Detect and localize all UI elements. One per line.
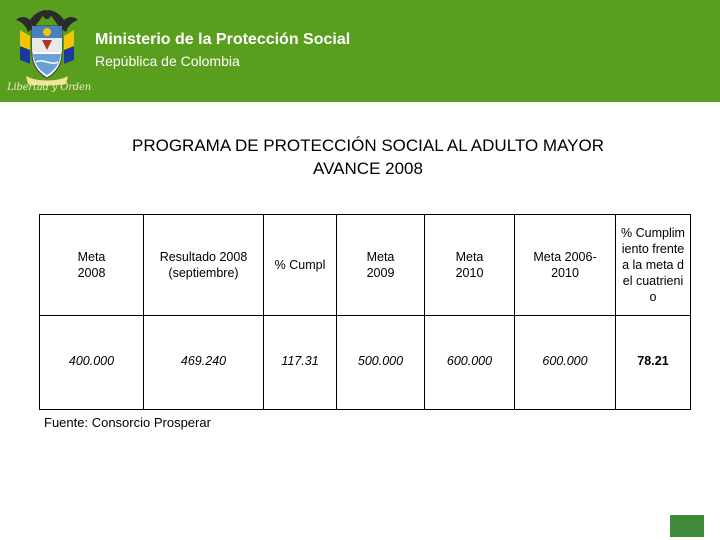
slide-title-line-1: PROGRAMA DE PROTECCIÓN SOCIAL AL ADULTO … xyxy=(131,136,604,155)
table-divider xyxy=(424,215,425,409)
accent-box xyxy=(670,515,704,537)
header-meta-2008: Meta 2008 xyxy=(77,250,106,280)
header-cumplimiento: % Cumpl xyxy=(274,258,326,272)
value-meta-cuatrienio: 600.000 xyxy=(542,354,588,368)
ministry-subtitle: República de Colombia xyxy=(95,53,240,69)
table-row-divider xyxy=(40,315,690,316)
ministry-title: Ministerio de la Protección Social xyxy=(95,31,351,48)
header-meta-2009: Meta 2009 xyxy=(366,250,395,280)
value-resultado-2008: 469.240 xyxy=(180,354,227,368)
value-meta-2008: 400.000 xyxy=(68,354,115,368)
table-divider xyxy=(615,215,616,409)
value-meta-2010: 600.000 xyxy=(446,354,493,368)
slide-title-line-2: AVANCE 2008 xyxy=(313,159,423,178)
value-cumplimiento: 117.31 xyxy=(281,354,319,368)
source-note: Fuente: Consorcio Prosperar xyxy=(44,415,211,430)
table-divider xyxy=(263,215,264,409)
header-meta-2010: Meta 2010 xyxy=(455,250,484,280)
results-table: Meta 2008 Resultado 2008 (septiembre) % … xyxy=(39,214,691,410)
header-meta-cuatrienio: Meta 2006-2010 xyxy=(533,250,597,280)
value-meta-2009: 500.000 xyxy=(357,354,404,368)
value-cumplimiento-cuatrienio: 78.21 xyxy=(637,354,669,368)
table-divider xyxy=(143,215,144,409)
colombia-coat-of-arms-icon xyxy=(16,10,78,86)
motto-text: Libertad y Orden xyxy=(7,82,91,93)
slide-title: PROGRAMA DE PROTECCIÓN SOCIAL AL ADULTO … xyxy=(40,134,696,180)
header-cumplimiento-cuatrienio: % Cumplimiento frente a la meta del cuat… xyxy=(621,226,685,304)
header-resultado-2008: Resultado 2008 (septiembre) xyxy=(159,250,248,280)
table-divider xyxy=(336,215,337,409)
table-divider xyxy=(514,215,515,409)
header-banner: Libertad y Orden Ministerio de la Protec… xyxy=(0,0,720,102)
